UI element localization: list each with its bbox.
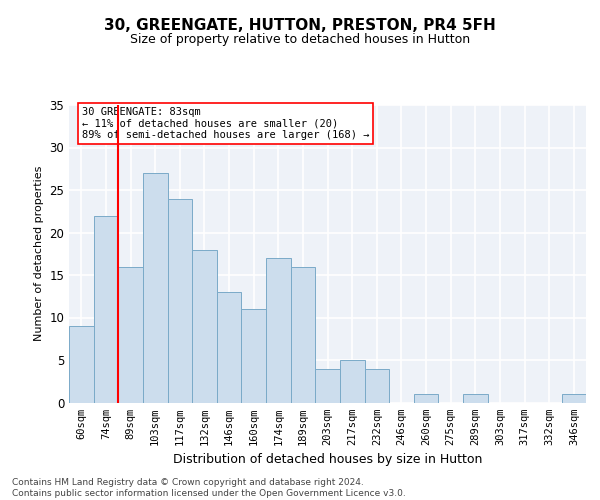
Bar [290, 266, 315, 402]
Text: 30, GREENGATE, HUTTON, PRESTON, PR4 5FH: 30, GREENGATE, HUTTON, PRESTON, PR4 5FH [104, 18, 496, 32]
Bar [340, 360, 365, 403]
Bar [167, 198, 192, 402]
Text: Contains HM Land Registry data © Crown copyright and database right 2024.
Contai: Contains HM Land Registry data © Crown c… [12, 478, 406, 498]
Bar [315, 368, 340, 402]
Bar [94, 216, 118, 402]
Bar [118, 266, 143, 402]
Bar [69, 326, 94, 402]
Bar [365, 368, 389, 402]
X-axis label: Distribution of detached houses by size in Hutton: Distribution of detached houses by size … [173, 453, 482, 466]
Bar [266, 258, 290, 402]
Y-axis label: Number of detached properties: Number of detached properties [34, 166, 44, 342]
Text: 30 GREENGATE: 83sqm
← 11% of detached houses are smaller (20)
89% of semi-detach: 30 GREENGATE: 83sqm ← 11% of detached ho… [82, 106, 369, 140]
Text: Size of property relative to detached houses in Hutton: Size of property relative to detached ho… [130, 32, 470, 46]
Bar [217, 292, 241, 403]
Bar [241, 309, 266, 402]
Bar [414, 394, 439, 402]
Bar [192, 250, 217, 402]
Bar [463, 394, 488, 402]
Bar [562, 394, 586, 402]
Bar [143, 173, 167, 402]
